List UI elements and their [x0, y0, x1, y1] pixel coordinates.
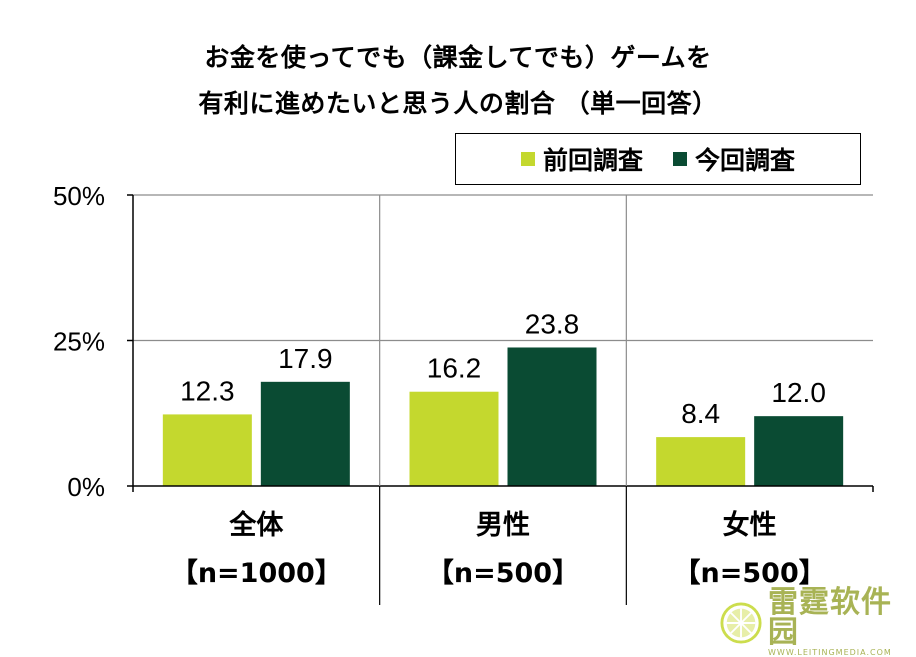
legend-item-current: 今回調査 [673, 141, 795, 177]
data-label-1-0: 16.2 [427, 353, 482, 384]
legend-swatch-current [673, 152, 687, 166]
bar-2-0 [656, 437, 746, 486]
watermark: 雷霆软件园 WWW.LEITINGMEDIA.COM [720, 588, 916, 657]
category-label-2: 女性 [723, 509, 777, 541]
y-tick-label-2: 50% [53, 181, 105, 211]
y-tick-label-1: 25% [53, 327, 105, 357]
data-label-0-1: 17.9 [278, 343, 333, 374]
data-label-1-1: 23.8 [525, 308, 580, 339]
watermark-text: 雷霆软件园 [768, 585, 893, 650]
data-label-0-0: 12.3 [180, 375, 235, 406]
bar-chart: 0% 25% 50% 12.3 17.9 16.2 23.8 8.4 12.0 全体【n=1000… [53, 181, 874, 605]
legend-label-current: 今回調査 [695, 146, 796, 175]
bar-2-1 [754, 416, 844, 486]
y-tick-label-0: 0% [67, 472, 105, 502]
legend-swatch-previous [520, 152, 535, 166]
data-label-2-0: 8.4 [681, 398, 720, 429]
category-sample-0: 【n=1000】 [171, 558, 342, 589]
legend-item-previous: 前回調査 [520, 141, 643, 177]
category-label-1: 男性 [476, 510, 530, 541]
bar-0-1 [260, 381, 350, 486]
category-sample-2: 【n=500】 [674, 558, 826, 589]
watermark-subtext: WWW.LEITINGMEDIA.COM [768, 648, 892, 657]
chart-title-line-1: お金を使ってでも（課金してでも）ゲームを [204, 43, 712, 72]
category-sample-1: 【n=500】 [427, 558, 579, 589]
legend-label-previous: 前回調査 [542, 146, 643, 175]
lemon-slice-icon [720, 601, 762, 644]
bar-1-1 [507, 347, 597, 486]
category-label-0: 全体 [228, 509, 284, 541]
chart-legend: 前回調査 今回調査 [455, 133, 861, 185]
bar-1-0 [409, 391, 499, 486]
data-label-2-1: 12.0 [771, 377, 826, 408]
bar-0-0 [162, 414, 252, 486]
chart-title-line-2: 有利に進めたいと思う人の割合 （単一回答） [198, 89, 718, 118]
